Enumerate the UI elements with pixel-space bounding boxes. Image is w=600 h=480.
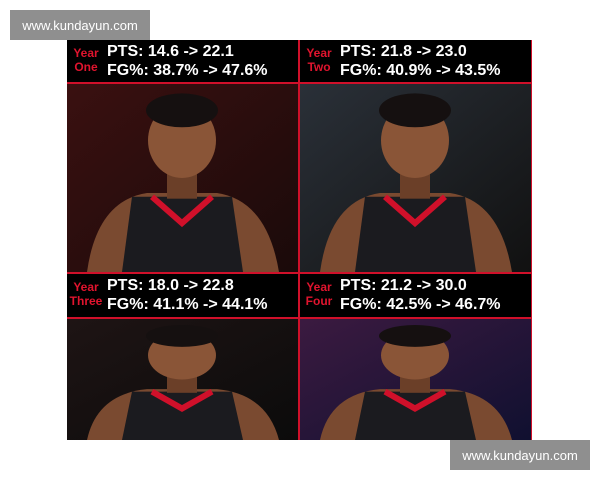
jersey-trim: [150, 194, 214, 228]
year-number: One: [74, 60, 98, 74]
year-label: Year Four: [302, 280, 336, 308]
jersey-trim: [150, 388, 214, 412]
photo-art: [67, 319, 298, 440]
year-word: Year: [306, 46, 332, 60]
jersey: [122, 391, 243, 440]
pts-stat: PTS: 21.8 -> 23.0: [340, 43, 467, 60]
year-number: Three: [69, 294, 103, 308]
year-word: Year: [306, 280, 332, 294]
jersey-trim: [383, 388, 447, 412]
photo-art: [300, 319, 531, 440]
watermark: www.kundayun.com: [450, 440, 590, 470]
hair: [146, 93, 218, 128]
player-photo: [300, 319, 531, 440]
photo-art: [300, 84, 531, 272]
year-label: Year One: [69, 46, 103, 74]
fg-stat: FG%: 41.1% -> 44.1%: [107, 296, 268, 313]
fg-stat: FG%: 38.7% -> 47.6%: [107, 62, 268, 79]
year-number: Two: [307, 60, 331, 74]
player-photo: [67, 319, 298, 440]
player-photo: [300, 84, 531, 272]
panel-header: Year Three PTS: 18.0 -> 22.8 FG%: 41.1% -> …: [67, 274, 298, 317]
year-number: Four: [305, 294, 333, 308]
jersey: [122, 196, 243, 272]
year-label: Year Two: [302, 46, 336, 74]
year-label: Year Three: [69, 280, 103, 308]
jersey: [355, 391, 476, 440]
pts-stat: PTS: 14.6 -> 22.1: [107, 43, 234, 60]
fg-stat: FG%: 40.9% -> 43.5%: [340, 62, 501, 79]
pts-stat: PTS: 21.2 -> 30.0: [340, 277, 467, 294]
hair: [379, 325, 451, 347]
jersey-trim: [383, 194, 447, 228]
photo-art: [67, 84, 298, 272]
hair: [146, 325, 218, 347]
pts-stat: PTS: 18.0 -> 22.8: [107, 277, 234, 294]
panel-header: Year Four PTS: 21.2 -> 30.0 FG%: 42.5% -> 4…: [300, 274, 531, 317]
fg-stat: FG%: 42.5% -> 46.7%: [340, 296, 501, 313]
panel-header: Year Two PTS: 21.8 -> 23.0 FG%: 40.9% -> 43…: [300, 40, 531, 82]
jersey: [355, 196, 476, 272]
hair: [379, 93, 451, 128]
watermark: www.kundayun.com: [10, 10, 150, 40]
year-word: Year: [73, 46, 99, 60]
panel-header: Year One PTS: 14.6 -> 22.1 FG%: 38.7% -> 47…: [67, 40, 298, 82]
year-word: Year: [73, 280, 99, 294]
player-photo: [67, 84, 298, 272]
